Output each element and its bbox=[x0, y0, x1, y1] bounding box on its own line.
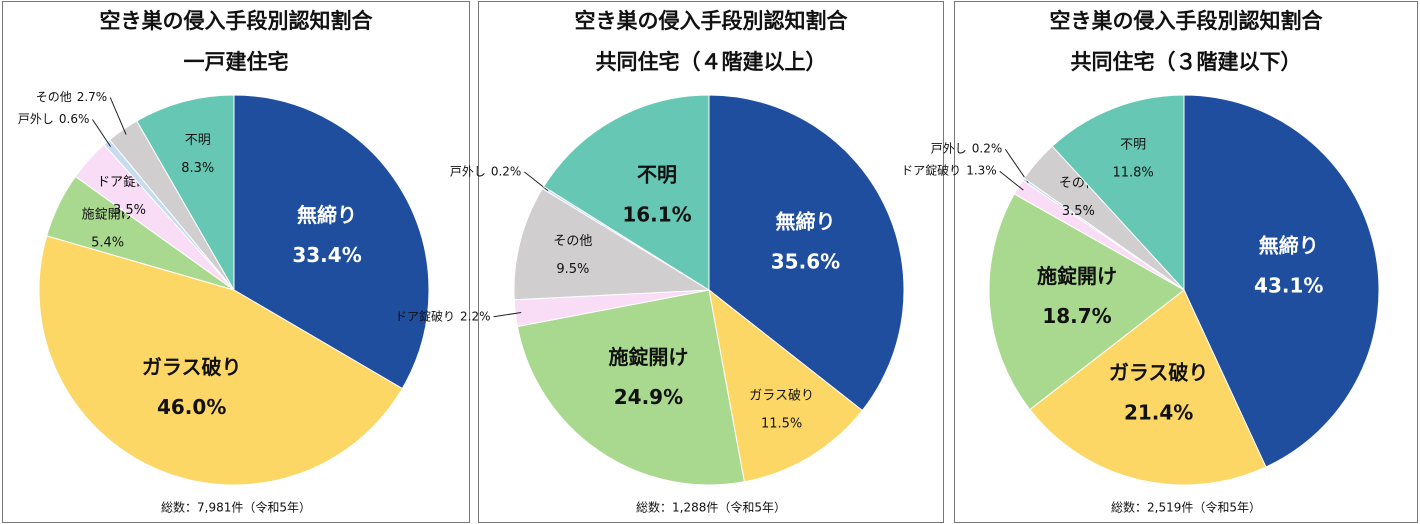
slice-label: 施錠開け bbox=[1037, 264, 1117, 288]
slice-label: 戸外し bbox=[18, 112, 54, 126]
value-label: 3.5% bbox=[113, 203, 146, 218]
value-label: 0.6% bbox=[59, 112, 90, 126]
value-label: 21.4% bbox=[1124, 401, 1193, 425]
pie-slice bbox=[233, 94, 430, 390]
value-label: 43.1% bbox=[1254, 273, 1323, 297]
pie-slice bbox=[708, 288, 864, 483]
pie-slice bbox=[988, 193, 1185, 411]
pie-slice bbox=[516, 289, 745, 486]
total-note: 総数：7,981件（令和5年） bbox=[161, 500, 311, 515]
chart-subtitle: 共同住宅（４階建以上） bbox=[596, 50, 827, 74]
leader-line bbox=[493, 312, 522, 318]
slice-label: 不明 bbox=[1120, 138, 1146, 153]
value-label: 1.3% bbox=[966, 164, 997, 178]
value-label: 5.4% bbox=[91, 235, 124, 250]
chart-title: 空き巣の侵入手段別認知割合 bbox=[100, 9, 374, 33]
value-label: 24.9% bbox=[614, 385, 683, 409]
total-note: 総数：1,288件（令和5年） bbox=[636, 500, 786, 515]
value-label: 18.7% bbox=[1042, 304, 1111, 328]
panel-border bbox=[954, 1, 1418, 523]
slice-label: 無締り bbox=[297, 203, 357, 227]
pie-slice bbox=[38, 235, 403, 486]
value-label: 35.6% bbox=[771, 250, 840, 274]
pie-slice bbox=[1051, 94, 1185, 292]
slice-label: 戸外し bbox=[450, 164, 486, 178]
chart-title: 空き巣の侵入手段別認知割合 bbox=[575, 9, 849, 33]
slice-label: 不明 bbox=[637, 163, 677, 187]
chart-title: 空き巣の侵入手段別認知割合 bbox=[1050, 9, 1324, 33]
pie-slice bbox=[1029, 289, 1267, 486]
slice-label: ドア錠破り bbox=[901, 163, 961, 178]
value-label: 16.1% bbox=[622, 203, 691, 227]
value-label: 2.2% bbox=[460, 309, 491, 323]
value-label: 11.8% bbox=[1112, 166, 1153, 181]
slice-label: 施錠開け bbox=[82, 207, 134, 222]
value-label: 8.3% bbox=[181, 161, 214, 176]
slice-label: 無締り bbox=[1259, 233, 1319, 257]
leader-line bbox=[109, 97, 127, 135]
leader-line bbox=[999, 170, 1024, 191]
value-label: 0.2% bbox=[972, 142, 1003, 156]
slice-label: 不明 bbox=[185, 133, 211, 148]
slice-label: 戸外し bbox=[931, 142, 967, 156]
panel-border bbox=[2, 1, 470, 523]
value-label: 9.5% bbox=[556, 262, 589, 277]
slice-label: ガラス破り bbox=[749, 389, 814, 404]
slice-label: その他 bbox=[36, 90, 72, 104]
panel-border bbox=[478, 1, 944, 523]
leader-line bbox=[92, 119, 112, 147]
slice-label: ドア錠破り bbox=[395, 308, 455, 323]
pie-slice bbox=[1183, 94, 1380, 468]
leader-line bbox=[524, 171, 549, 192]
value-label: 33.4% bbox=[292, 243, 361, 267]
slice-label: その他 bbox=[553, 234, 592, 249]
pie-slice bbox=[513, 187, 711, 301]
value-label: 2.7% bbox=[77, 90, 108, 104]
total-note: 総数：2,519件（令和5年） bbox=[1111, 500, 1261, 515]
slice-label: 無締り bbox=[775, 210, 835, 234]
chart-subtitle: 一戸建住宅 bbox=[184, 50, 289, 74]
slice-label: ガラス破り bbox=[142, 355, 242, 379]
value-label: 0.2% bbox=[491, 164, 522, 178]
value-label: 3.5% bbox=[1062, 204, 1095, 219]
value-label: 11.5% bbox=[761, 417, 802, 432]
pie-slice bbox=[136, 94, 235, 292]
chart-subtitle: 共同住宅（３階建以下） bbox=[1071, 50, 1302, 74]
value-label: 46.0% bbox=[157, 395, 226, 419]
slice-label: 施錠開け bbox=[608, 345, 688, 369]
slice-label: ガラス破り bbox=[1109, 361, 1209, 385]
pie-slice bbox=[543, 94, 710, 291]
pie-slice bbox=[708, 94, 905, 412]
